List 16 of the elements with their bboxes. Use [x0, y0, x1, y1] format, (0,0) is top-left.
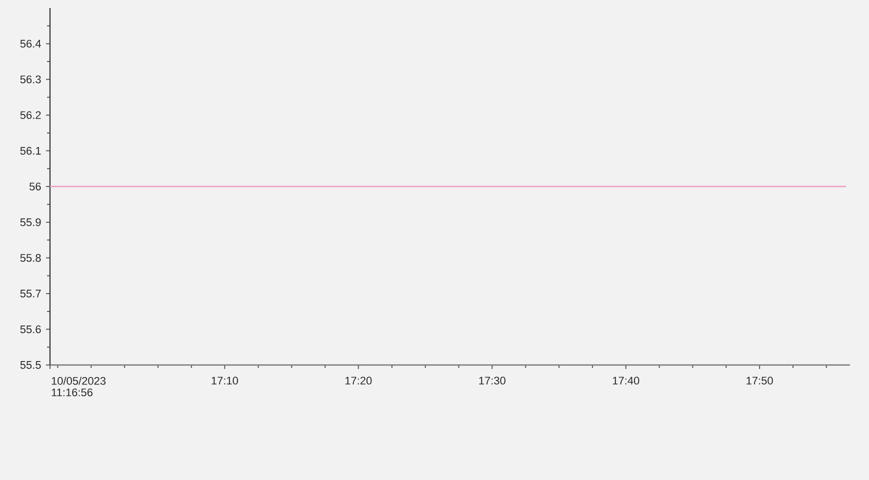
x-tick-label: 17:50	[746, 376, 773, 384]
y-tick-label: 56	[29, 182, 41, 190]
x-tick-label: 17:10	[212, 376, 238, 384]
y-tick-label: 55.9	[20, 218, 41, 226]
x-tick-label: 17:40	[612, 376, 640, 384]
y-tick-label: 55.8	[20, 254, 41, 262]
x-tick-label: 17:20	[345, 376, 372, 384]
y-tick-label: 56.1	[20, 146, 41, 155]
y-tick-label: 55.5	[20, 361, 41, 369]
x-tick-label: 17:30	[479, 376, 506, 384]
x-tick-label: 10/05/2023 11:16:56	[52, 376, 106, 396]
y-tick-label: 55.6	[20, 325, 41, 334]
y-tick-label: 56.2	[20, 111, 41, 119]
y-tick-label: 56.3	[20, 76, 41, 84]
y-tick-label: 55.7	[20, 290, 41, 298]
y-tick-label: 56.4	[20, 40, 41, 48]
